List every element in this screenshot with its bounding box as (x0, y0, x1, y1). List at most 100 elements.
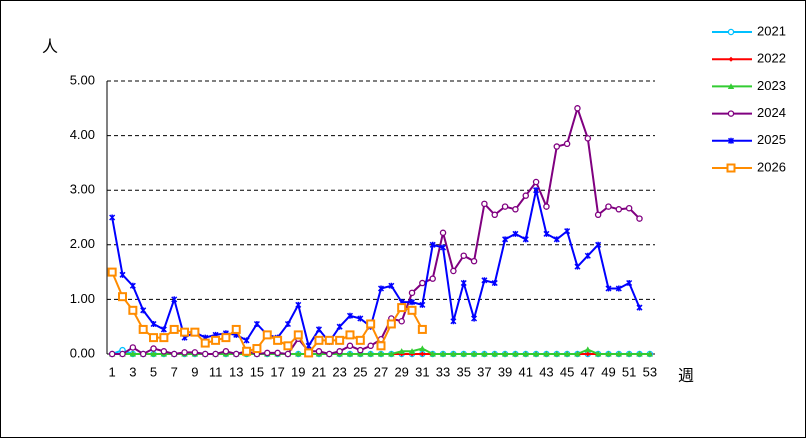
point (429, 350, 436, 357)
x-tick-label: 11 (209, 364, 223, 379)
point (150, 345, 157, 352)
point (429, 241, 436, 248)
point (212, 350, 219, 358)
y-tick-label: 1.00 (70, 291, 95, 306)
legend-label: 2021 (757, 23, 786, 38)
point (345, 330, 355, 340)
y-tick-label: 0.00 (70, 345, 95, 360)
point (388, 282, 395, 289)
point (615, 350, 623, 357)
point (129, 282, 136, 289)
point (533, 187, 540, 194)
point (388, 350, 395, 357)
point (376, 341, 386, 351)
point (563, 140, 571, 148)
point (284, 350, 292, 358)
x-tick-label: 33 (436, 364, 450, 379)
point (304, 348, 314, 358)
x-tick-label: 5 (150, 364, 157, 379)
point (170, 350, 178, 358)
point (408, 348, 416, 354)
point (274, 349, 281, 357)
x-tick-label: 35 (456, 364, 470, 379)
point (160, 326, 167, 333)
point (200, 338, 210, 348)
point (377, 285, 385, 292)
point (450, 318, 457, 325)
legend-label: 2022 (757, 51, 786, 66)
point (128, 305, 138, 315)
point (346, 350, 354, 357)
x-tick-label: 3 (129, 364, 136, 379)
y-tick-label: 4.00 (70, 127, 95, 142)
point (543, 230, 550, 237)
point (512, 350, 519, 357)
point (314, 335, 324, 345)
point (315, 348, 323, 355)
point (295, 301, 302, 308)
point (522, 192, 530, 199)
point (636, 304, 643, 311)
point (108, 350, 116, 358)
point (181, 349, 188, 356)
point (727, 110, 735, 117)
point (543, 203, 550, 210)
point (397, 303, 407, 313)
x-tick-label: 23 (332, 364, 346, 379)
point (159, 333, 169, 343)
point (522, 236, 529, 243)
point (501, 203, 509, 210)
point (615, 206, 623, 213)
x-tick-label: 29 (394, 364, 408, 379)
point (242, 346, 252, 356)
point (138, 324, 148, 334)
point (491, 211, 498, 219)
point (471, 315, 478, 322)
point (727, 28, 735, 36)
point (440, 244, 447, 251)
point (366, 319, 376, 329)
point (118, 292, 128, 302)
point (636, 215, 643, 222)
point (481, 277, 488, 284)
point (585, 351, 591, 357)
point (450, 350, 457, 357)
point (398, 317, 405, 325)
point (564, 228, 571, 235)
point (553, 143, 561, 150)
point (398, 348, 405, 354)
point (419, 351, 425, 357)
x-axis-label: 週 (678, 367, 694, 385)
point (408, 289, 416, 297)
point (252, 344, 262, 354)
point (439, 350, 447, 357)
x-tick-label: 7 (171, 364, 178, 379)
point (324, 335, 334, 345)
point (501, 350, 509, 357)
x-tick-label: 1 (109, 364, 116, 379)
point (315, 326, 322, 333)
point (429, 275, 436, 282)
point (335, 335, 345, 345)
point (357, 315, 364, 322)
point (169, 324, 179, 334)
point (584, 346, 591, 353)
point (553, 350, 560, 357)
point (253, 320, 260, 328)
point (150, 350, 157, 357)
point (594, 211, 602, 219)
point (726, 163, 736, 173)
point (377, 350, 385, 357)
point (129, 350, 137, 357)
x-tick-label: 15 (250, 364, 264, 379)
x-tick-label: 27 (374, 364, 388, 379)
point (512, 230, 519, 237)
point (481, 350, 488, 357)
point (460, 279, 467, 287)
point (605, 285, 612, 292)
point (563, 350, 571, 357)
x-tick-label: 17 (270, 364, 284, 379)
point (326, 350, 333, 358)
point (264, 349, 271, 357)
x-tick-label: 51 (622, 364, 636, 379)
